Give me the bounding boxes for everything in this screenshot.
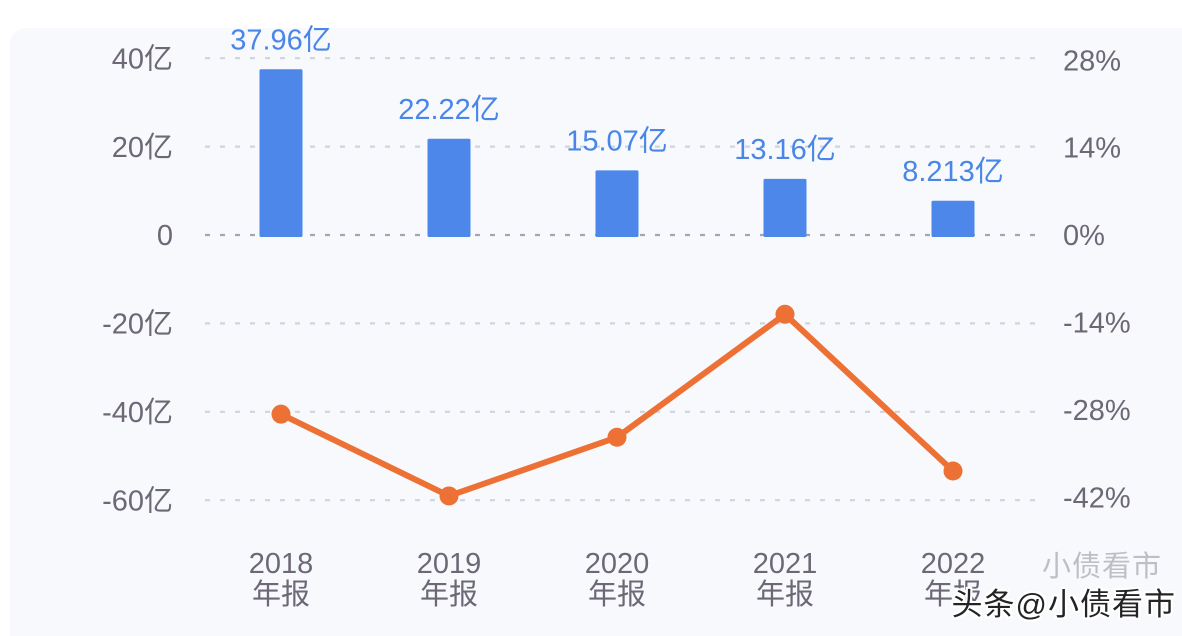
category-subtitle-2021: 年报 bbox=[756, 578, 814, 611]
category-subtitle-2022: 年报 bbox=[924, 578, 982, 611]
watermark-ghost-text: 小债看市 bbox=[1041, 551, 1162, 583]
category-subtitle-2020: 年报 bbox=[588, 578, 646, 611]
line-series bbox=[278, 311, 956, 499]
bar-value-label-2022: 8.213亿 bbox=[902, 155, 1004, 188]
right-axis-tick--14%: -14% bbox=[1063, 308, 1131, 340]
line-point-2019[interactable] bbox=[439, 486, 459, 506]
right-axis-tick--42%: -42% bbox=[1063, 482, 1131, 514]
left-axis-tick-20亿: 20亿 bbox=[112, 131, 173, 164]
bar-value-label-2019: 22.22亿 bbox=[398, 93, 500, 126]
line-point-2020[interactable] bbox=[607, 427, 627, 447]
category-year-2019: 2019 bbox=[417, 548, 482, 580]
line-point-2021[interactable] bbox=[775, 304, 795, 324]
left-axis-tick-0: 0 bbox=[157, 220, 173, 252]
category-year-2022: 2022 bbox=[921, 548, 986, 580]
bar-2018[interactable] bbox=[259, 69, 303, 237]
bar-value-label-2018: 37.96亿 bbox=[230, 23, 332, 56]
watermark-text: 头条@小债看市 bbox=[951, 587, 1176, 622]
category-year-2020: 2020 bbox=[585, 548, 650, 580]
bar-value-label-2021: 13.16亿 bbox=[734, 133, 836, 166]
right-axis-tick--28%: -28% bbox=[1063, 395, 1131, 427]
category-year-2021: 2021 bbox=[753, 548, 818, 580]
bar-2020[interactable] bbox=[595, 170, 639, 237]
line-point-2022[interactable] bbox=[943, 461, 963, 481]
category-subtitle-2018: 年报 bbox=[252, 578, 310, 611]
bar-2019[interactable] bbox=[427, 138, 471, 237]
left-axis-tick--60亿: -60亿 bbox=[102, 484, 173, 517]
right-axis-tick-0%: 0% bbox=[1063, 220, 1105, 252]
left-axis-tick--40亿: -40亿 bbox=[102, 396, 173, 429]
left-axis-tick-40亿: 40亿 bbox=[112, 42, 173, 75]
chart-panel-background bbox=[10, 28, 1182, 636]
right-axis-tick-14%: 14% bbox=[1063, 133, 1121, 165]
right-axis-tick-28%: 28% bbox=[1063, 45, 1121, 77]
bar-value-label-2020: 15.07亿 bbox=[566, 125, 668, 158]
bar-2022[interactable] bbox=[931, 200, 975, 237]
category-subtitle-2019: 年报 bbox=[420, 578, 478, 611]
category-year-2018: 2018 bbox=[249, 548, 314, 580]
left-axis-tick--20亿: -20亿 bbox=[102, 308, 173, 341]
line-point-2018[interactable] bbox=[271, 404, 291, 424]
bar-2021[interactable] bbox=[763, 178, 807, 237]
